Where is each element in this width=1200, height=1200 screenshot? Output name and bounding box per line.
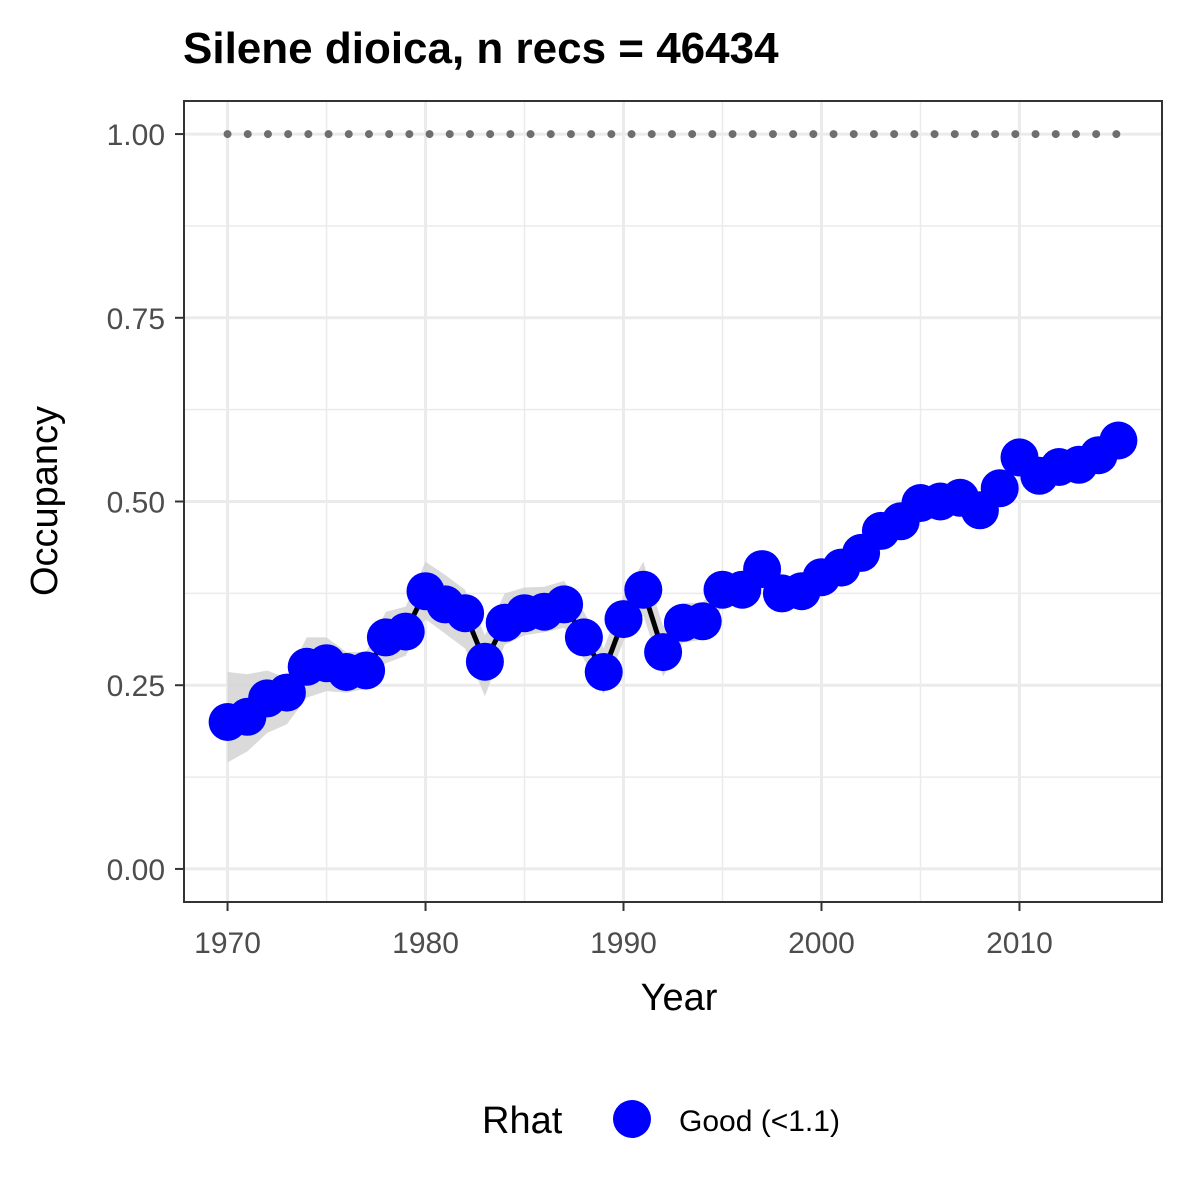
y-tick-label: 0.25 — [107, 670, 165, 703]
y-tick-label: 1.00 — [107, 119, 165, 152]
data-point — [1099, 421, 1138, 460]
legend-title: Rhat — [482, 1100, 563, 1142]
data-point — [446, 594, 485, 633]
x-tick-label: 2000 — [788, 927, 855, 960]
y-axis: 0.00 0.25 0.50 0.75 1.00 — [107, 119, 184, 887]
data-point — [386, 612, 425, 651]
data-point — [545, 585, 584, 624]
x-tick-label: 2010 — [986, 927, 1053, 960]
x-tick-label: 1980 — [392, 927, 459, 960]
x-axis-title: Year — [641, 977, 718, 1019]
legend-label-good: Good (<1.1) — [679, 1105, 840, 1138]
x-tick-label: 1970 — [194, 927, 261, 960]
data-point — [584, 653, 623, 691]
chart-title: Silene dioica, n recs = 46434 — [183, 24, 779, 73]
y-axis-title: Occupancy — [24, 406, 66, 596]
y-tick-label: 0.00 — [107, 854, 165, 887]
legend: Rhat Good (<1.1) — [482, 1100, 840, 1142]
y-tick-label: 0.75 — [107, 303, 165, 336]
legend-key-good — [613, 1100, 651, 1138]
x-axis: 1970 1980 1990 2000 2010 — [194, 902, 1053, 960]
data-point — [267, 673, 306, 712]
data-point — [683, 602, 722, 641]
data-point — [604, 600, 643, 639]
data-point — [980, 469, 1019, 508]
data-point — [347, 651, 386, 690]
data-point — [624, 570, 663, 609]
data-point — [564, 618, 603, 657]
x-tick-label: 1990 — [590, 927, 657, 960]
y-tick-label: 0.50 — [107, 487, 165, 520]
data-points-group — [208, 421, 1138, 741]
data-point — [644, 633, 683, 672]
data-point — [465, 642, 504, 681]
